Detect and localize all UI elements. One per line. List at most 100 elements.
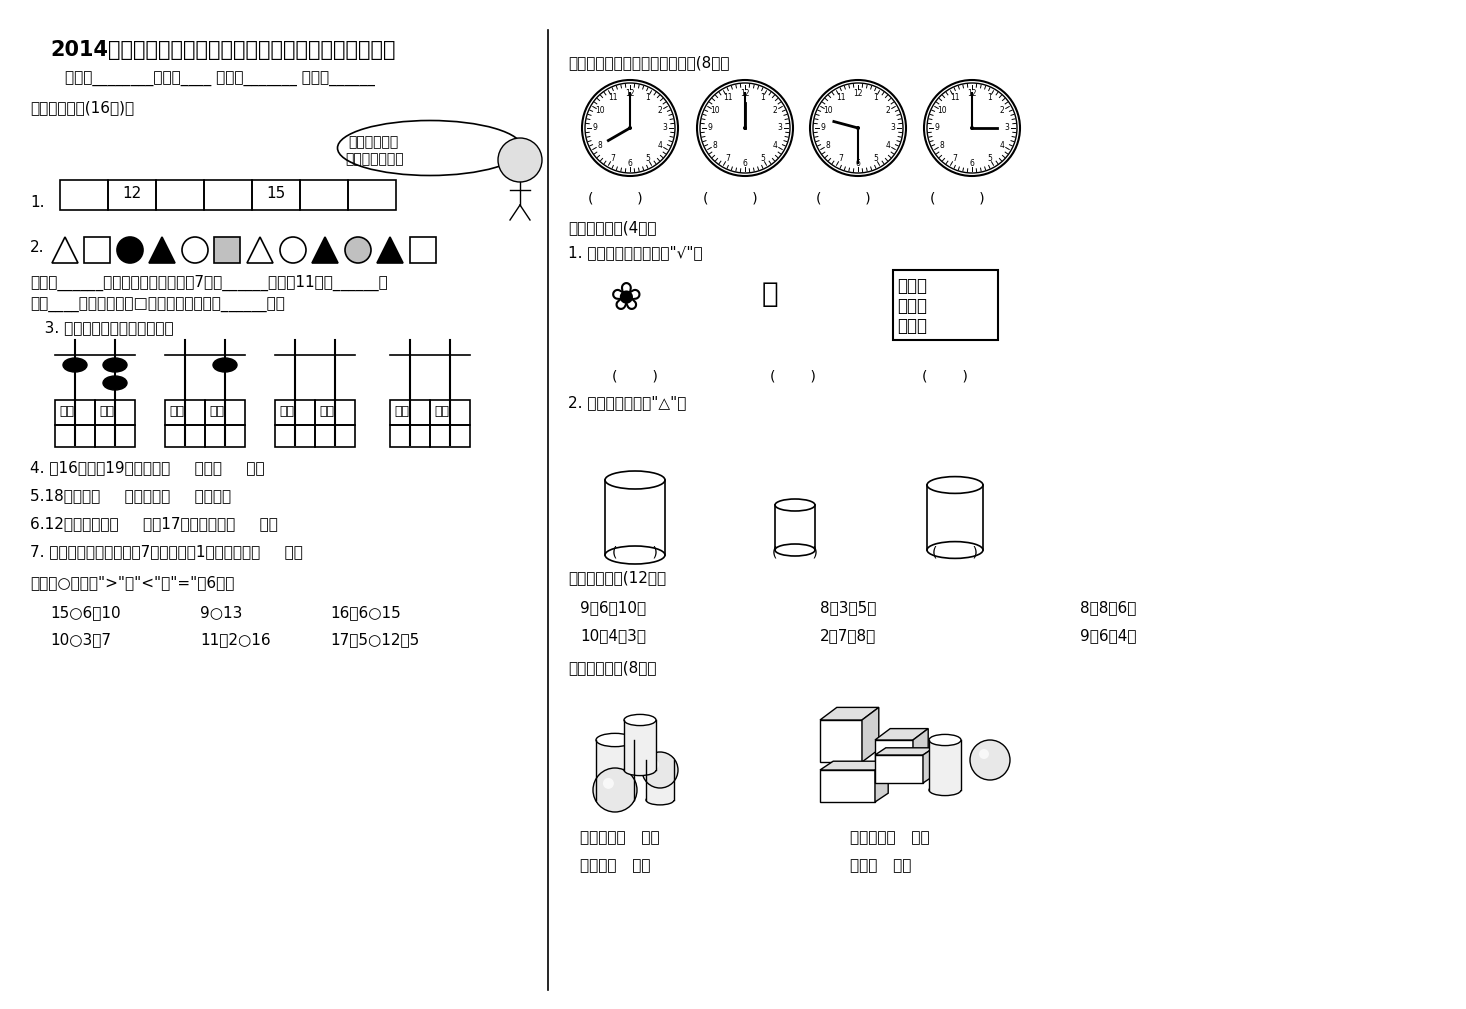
Polygon shape — [819, 761, 888, 770]
Text: 5: 5 — [645, 153, 649, 162]
Text: 十位: 十位 — [169, 405, 185, 418]
Text: 15: 15 — [265, 186, 286, 201]
Text: (        ): ( ) — [773, 545, 818, 559]
Text: 2: 2 — [773, 106, 777, 115]
Text: 三、写出下面各钟面上的时间。(8分）: 三、写出下面各钟面上的时间。(8分） — [567, 55, 730, 70]
Text: 12: 12 — [853, 89, 863, 98]
Text: (        ): ( ) — [613, 545, 658, 559]
Bar — [390, 400, 430, 425]
Polygon shape — [862, 707, 878, 762]
Bar — [819, 770, 875, 802]
Text: 5: 5 — [874, 153, 878, 162]
Text: 6: 6 — [856, 158, 861, 167]
Text: 1: 1 — [987, 93, 992, 102]
Text: (          ): ( ) — [702, 191, 758, 205]
Text: 认真动脑筋，: 认真动脑筋， — [347, 135, 399, 149]
Text: 7: 7 — [839, 153, 843, 162]
Text: 十位: 十位 — [394, 405, 409, 418]
Circle shape — [814, 83, 903, 173]
Ellipse shape — [647, 795, 674, 805]
Text: 11＋2○16: 11＋2○16 — [199, 632, 271, 647]
Bar — [276, 400, 315, 425]
Ellipse shape — [927, 542, 984, 558]
Text: 10○3＋7: 10○3＋7 — [50, 632, 111, 647]
Text: 11: 11 — [723, 93, 732, 102]
Text: 8: 8 — [712, 141, 717, 150]
Circle shape — [856, 126, 861, 130]
Bar — [166, 400, 205, 425]
Polygon shape — [875, 728, 928, 740]
Bar — [205, 400, 245, 425]
Ellipse shape — [597, 793, 633, 806]
Circle shape — [811, 80, 906, 176]
Text: 是第____个；第二个是□；圆形比正方形多______个。: 是第____个；第二个是□；圆形比正方形多______个。 — [29, 298, 284, 313]
Circle shape — [649, 760, 660, 769]
Bar — [60, 180, 108, 210]
Text: 一共有______个图形。从左边起，第7个是______；是第11个是______；: 一共有______个图形。从左边起，第7个是______；是第11个是_____… — [29, 275, 387, 292]
Bar — [605, 480, 666, 555]
Text: 9: 9 — [934, 123, 940, 132]
Polygon shape — [312, 237, 339, 263]
Text: (          ): ( ) — [815, 191, 871, 205]
Text: 个位: 个位 — [434, 405, 449, 418]
Circle shape — [498, 138, 542, 182]
Text: 个位: 个位 — [100, 405, 114, 418]
Bar — [875, 740, 913, 778]
Circle shape — [345, 237, 371, 263]
Circle shape — [627, 126, 632, 130]
Text: 17－5○12＋5: 17－5○12＋5 — [330, 632, 419, 647]
Text: 7: 7 — [610, 153, 614, 162]
Text: 10: 10 — [710, 106, 720, 115]
Bar — [205, 425, 245, 447]
Bar — [56, 425, 95, 447]
Ellipse shape — [776, 499, 815, 511]
Text: (          ): ( ) — [929, 191, 984, 205]
Text: 12: 12 — [740, 89, 749, 98]
Ellipse shape — [213, 358, 237, 372]
Circle shape — [924, 80, 1020, 176]
Text: 👫: 👫 — [762, 281, 778, 308]
Text: 10－4－3＝: 10－4－3＝ — [581, 628, 647, 643]
Text: 6: 6 — [743, 158, 748, 167]
Circle shape — [699, 83, 790, 173]
Bar — [927, 485, 984, 550]
Text: 8＋3＋5＝: 8＋3＋5＝ — [819, 600, 877, 615]
Text: 8: 8 — [940, 141, 944, 150]
Circle shape — [594, 768, 638, 812]
Bar — [647, 760, 674, 800]
Bar — [204, 180, 252, 210]
Text: 1: 1 — [874, 93, 878, 102]
Text: 2.: 2. — [29, 240, 44, 255]
Polygon shape — [150, 237, 174, 263]
Circle shape — [585, 83, 674, 173]
Polygon shape — [875, 748, 934, 755]
Text: 二、在○里填上">"、"<"或"="（6分）: 二、在○里填上">"、"<"或"="（6分） — [29, 575, 235, 590]
Text: 🍔🍔🍔: 🍔🍔🍔 — [897, 277, 927, 295]
Text: (        ): ( ) — [613, 370, 658, 384]
Ellipse shape — [597, 734, 633, 747]
Text: 🍔🍔🍔: 🍔🍔🍔 — [897, 297, 927, 315]
Text: 7. 一个两位数，个位上是7，十位上是1，这个数是（     ）。: 7. 一个两位数，个位上是7，十位上是1，这个数是（ ）。 — [29, 544, 303, 559]
Text: 8＋8－6＝: 8＋8－6＝ — [1080, 600, 1136, 615]
Text: 3: 3 — [777, 123, 783, 132]
Text: 9－6＋4＝: 9－6＋4＝ — [1080, 628, 1136, 643]
Text: 3. 看珠子填数，看数画珠子。: 3. 看珠子填数，看数画珠子。 — [29, 320, 173, 335]
Text: 4: 4 — [1000, 141, 1004, 150]
Ellipse shape — [625, 714, 655, 725]
Ellipse shape — [929, 735, 962, 746]
Text: 2: 2 — [885, 106, 891, 115]
Ellipse shape — [605, 546, 666, 564]
Text: 7: 7 — [726, 153, 730, 162]
Text: (        ): ( ) — [932, 545, 978, 559]
Bar — [315, 400, 355, 425]
Text: 16－6○15: 16－6○15 — [330, 605, 400, 620]
Text: 2: 2 — [658, 106, 663, 115]
Ellipse shape — [929, 784, 962, 796]
Bar — [410, 237, 435, 263]
Text: 四、选一选。(4分）: 四、选一选。(4分） — [567, 220, 657, 235]
Bar — [276, 425, 315, 447]
Text: 5: 5 — [987, 153, 992, 162]
Text: 4: 4 — [885, 141, 891, 150]
Text: ❀: ❀ — [610, 281, 642, 318]
Bar — [252, 180, 301, 210]
